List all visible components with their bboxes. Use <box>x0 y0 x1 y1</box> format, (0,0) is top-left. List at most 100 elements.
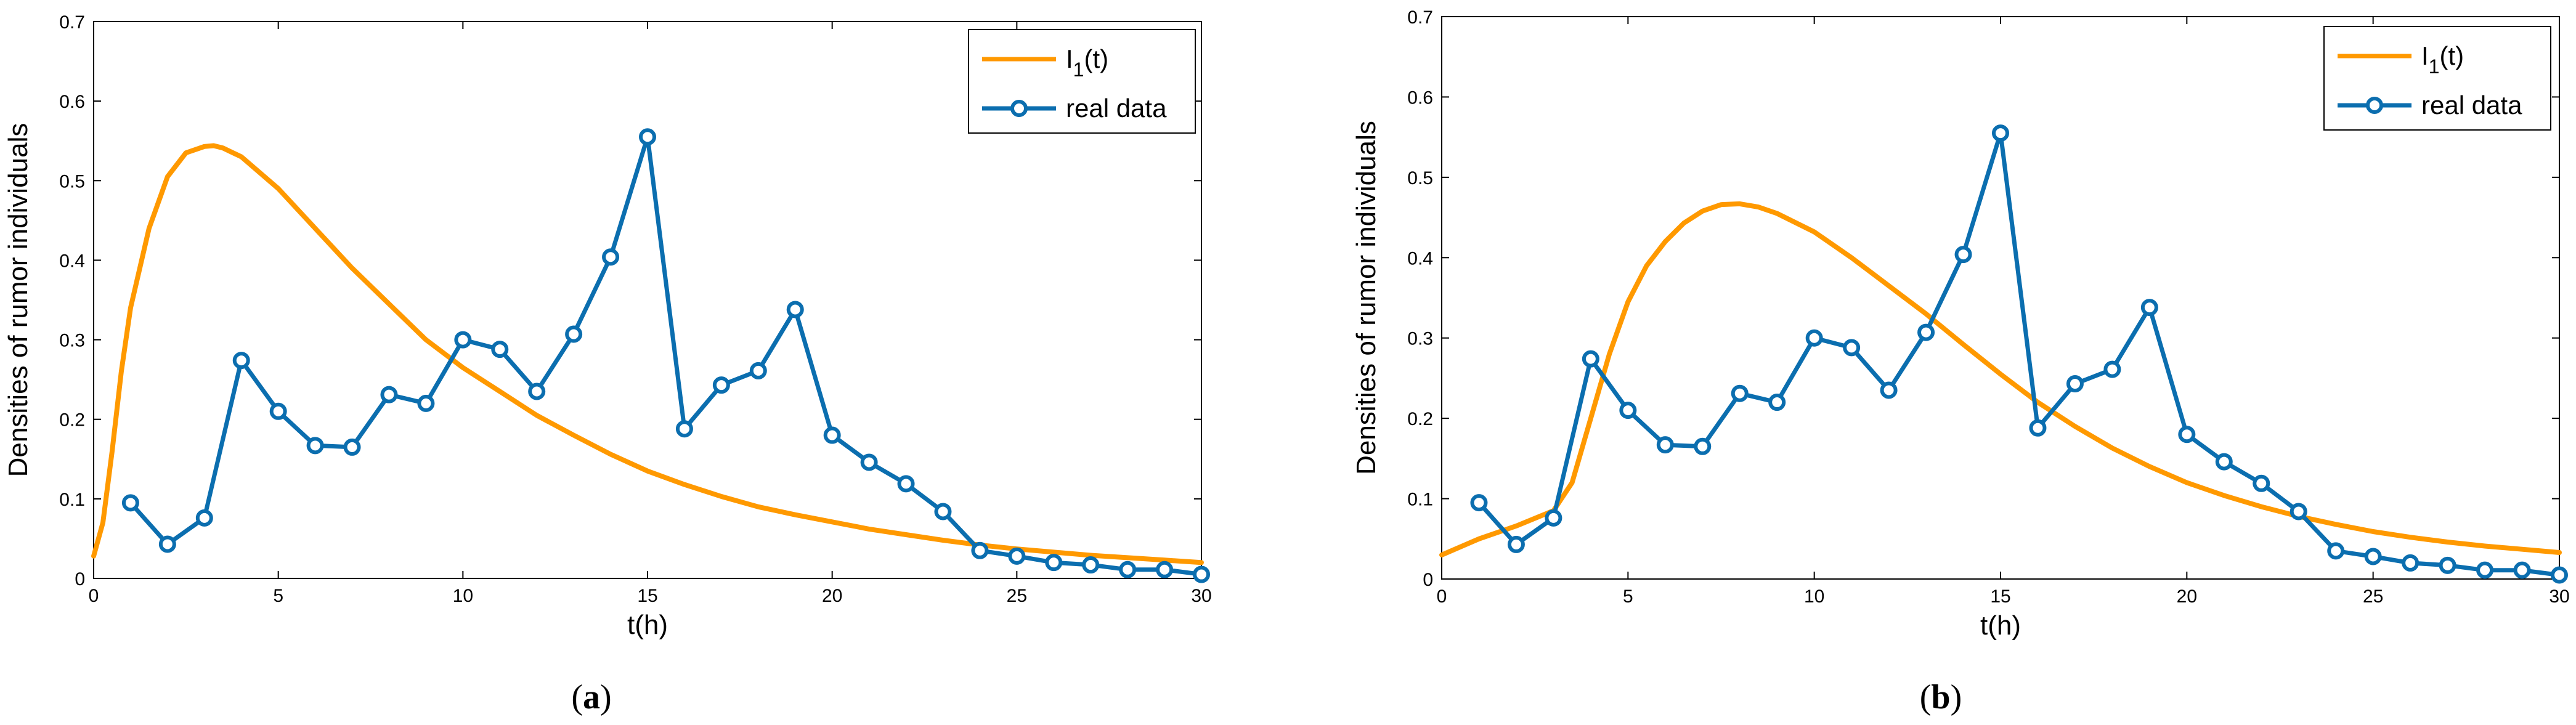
real-data-point <box>380 386 398 403</box>
x-tick-label: 15 <box>1990 586 2010 607</box>
y-tick-label: 0.5 <box>59 171 85 192</box>
real-data-point <box>1470 494 1488 512</box>
x-tick-label: 25 <box>2363 586 2383 607</box>
real-data-point <box>2140 299 2158 317</box>
legend-label-tail: (t) <box>1084 44 1108 73</box>
real-data-point <box>1193 565 1210 583</box>
real-data-point <box>2066 375 2084 393</box>
y-tick-label: 0.5 <box>1407 168 1433 188</box>
real-data-point <box>417 394 435 412</box>
real-data-point <box>2513 561 2531 579</box>
y-tick-label: 0.2 <box>59 410 85 431</box>
real-data-point <box>897 475 915 493</box>
y-tick-label: 0.6 <box>1407 87 1433 108</box>
real-data-point <box>491 341 509 358</box>
real-data-point <box>343 438 361 456</box>
model-curve-i1 <box>1439 201 2562 557</box>
real-data-point <box>1917 323 1935 341</box>
x-tick-label: 20 <box>2177 586 2197 607</box>
real-data-point <box>454 331 472 349</box>
y-tick-label: 0 <box>1423 570 1433 590</box>
real-data-point <box>2364 548 2382 565</box>
real-data-point <box>2253 474 2270 492</box>
real-data-point <box>602 248 620 266</box>
legend-swatch-marker <box>2366 97 2383 114</box>
real-data-point <box>232 352 250 370</box>
real-data-point <box>823 426 841 444</box>
x-axis-title: t(h) <box>1980 610 2021 641</box>
real-data-point <box>2029 419 2047 437</box>
x-tick-label: 0 <box>1437 586 1447 607</box>
x-tick-label: 20 <box>822 586 842 606</box>
real-data-point <box>1992 124 2009 142</box>
real-data-point <box>749 362 767 379</box>
y-axis-title: Densities of rumor individuals <box>1351 121 1381 475</box>
real-data-point <box>1082 556 1100 574</box>
subfigure-caption: (a) <box>571 678 611 716</box>
real-data-point <box>1954 246 1972 264</box>
caption-open-paren: ( <box>571 678 583 716</box>
chart-panel-a: 0 5 10 15 20 25 30 0 0.1 0.2 0.3 0.4 0.5 0.6 0.7 t(h) De… <box>3 12 1212 716</box>
legend-label-main: real data <box>2421 91 2522 119</box>
real-data-point <box>121 494 139 512</box>
legend: I1(t) real data <box>2323 26 2551 131</box>
real-data-point <box>2476 561 2494 579</box>
legend-label: real data <box>2421 91 2522 119</box>
real-data-point <box>1805 329 1823 347</box>
legend-label-main: I <box>1066 44 1073 73</box>
real-data-point <box>934 503 952 520</box>
real-data-point <box>306 437 324 455</box>
x-tick-label: 10 <box>453 586 473 606</box>
x-tick-label: 30 <box>1191 586 1211 606</box>
y-tick-label: 0.1 <box>59 490 85 510</box>
real-data-point <box>158 535 176 553</box>
real-data-point <box>1119 561 1137 578</box>
real-data-point <box>2551 566 2568 584</box>
real-data-point <box>2103 360 2121 378</box>
real-data-point <box>1694 437 1712 455</box>
y-tick-label: 0.7 <box>59 12 85 33</box>
caption-close-paren: ) <box>600 678 612 716</box>
caption-letter: a <box>583 678 600 716</box>
real-data-point <box>1880 381 1898 399</box>
real-data-point <box>2439 556 2456 574</box>
y-tick-label: 0.6 <box>59 92 85 112</box>
legend-label-subscript: 1 <box>1073 59 1084 81</box>
real-data-point <box>712 376 730 394</box>
subfigure-caption: (b) <box>1920 678 1962 716</box>
real-data-point <box>1619 402 1637 419</box>
y-tick-label: 0.3 <box>1407 329 1433 349</box>
legend-label-subscript: 1 <box>2429 55 2440 78</box>
real-data-point <box>860 453 878 471</box>
x-axis-title: t(h) <box>627 610 668 640</box>
real-data-point <box>675 420 693 438</box>
real-data-point <box>1843 339 1861 357</box>
real-data-point <box>2402 554 2420 572</box>
real-data-point <box>639 128 656 146</box>
caption-open-paren: ( <box>1920 678 1932 716</box>
y-tick-label: 0.4 <box>1407 248 1433 269</box>
caption-close-paren: ) <box>1951 678 1962 716</box>
x-tick-label: 5 <box>273 586 283 606</box>
real-data-point <box>786 301 804 318</box>
x-tick-label: 15 <box>637 586 657 606</box>
legend-label-main: I <box>2421 41 2429 70</box>
legend-label-tail: (t) <box>2439 41 2464 70</box>
real-data-point <box>1656 436 1674 454</box>
real-data-point <box>971 541 989 559</box>
real-data-point <box>195 509 213 527</box>
y-tick-label: 0 <box>75 569 85 589</box>
real-data-point <box>528 383 546 400</box>
real-data-point <box>1045 554 1063 572</box>
real-data-point <box>1582 350 1599 368</box>
y-tick-label: 0.1 <box>1407 490 1433 510</box>
real-data-point <box>1731 384 1749 402</box>
x-tick-label: 0 <box>89 586 99 606</box>
real-data-point <box>1008 547 1026 565</box>
y-tick-label: 0.7 <box>1407 7 1433 28</box>
legend-box <box>968 29 1196 134</box>
y-tick-label: 0.3 <box>59 331 85 351</box>
real-data-point <box>1156 561 1174 578</box>
x-tick-label: 10 <box>1804 586 1824 607</box>
